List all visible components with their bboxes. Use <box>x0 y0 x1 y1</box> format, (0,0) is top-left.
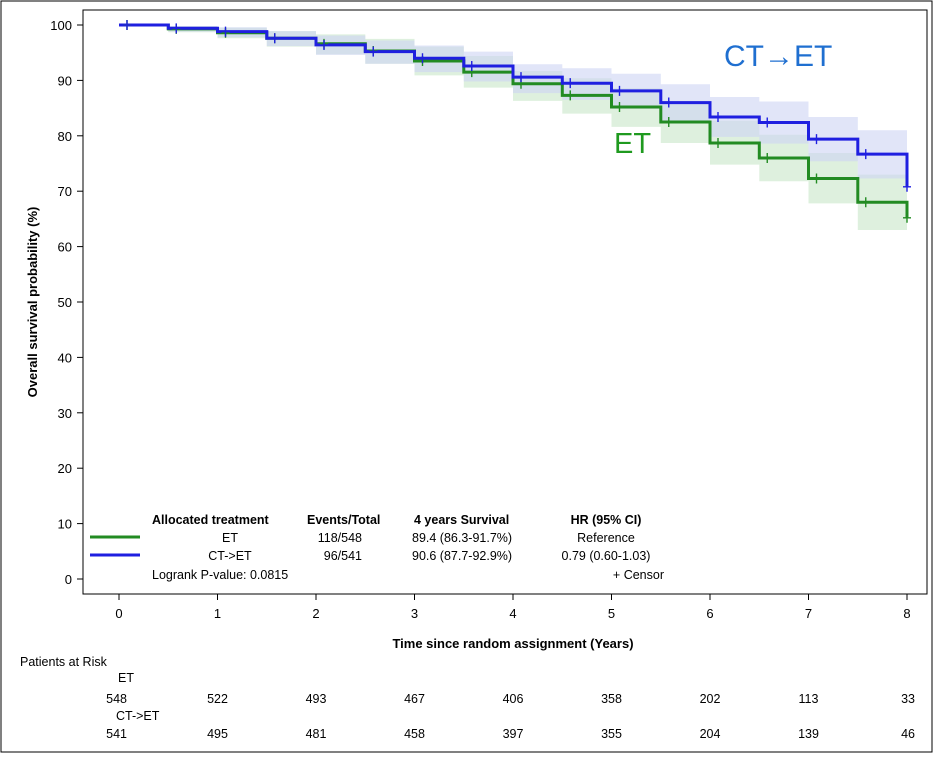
at-risk-label-ct-et: CT->ET <box>116 709 160 723</box>
annotation-et: ET <box>614 128 651 160</box>
censor-mark-ct-et <box>369 46 378 57</box>
at-risk-value: 33 <box>901 692 915 706</box>
at-risk-value: 204 <box>700 727 721 741</box>
at-risk-value: 548 <box>106 692 127 706</box>
x-tick-label: 1 <box>214 606 221 621</box>
censor-mark-ct-et <box>221 26 230 37</box>
legend-header-events: Events/Total <box>307 513 380 527</box>
censor-mark-et <box>714 138 722 149</box>
legend-row-ct-et-events: 96/541 <box>324 549 362 563</box>
censor-mark-ct-et <box>270 33 279 44</box>
censor-mark-et <box>763 152 772 163</box>
y-axis-title: Overall survival probability (%) <box>25 207 40 398</box>
y-axis: 0 10 20 30 40 50 60 70 80 90 100 <box>50 18 84 587</box>
legend-row-et-hr: Reference <box>577 531 635 545</box>
legend-header-treatment: Allocated treatment <box>152 513 270 527</box>
censor-mark-ct-et <box>812 134 821 145</box>
at-risk-row-ct-et: 541 495 481 458 397 355 204 139 46 <box>106 727 915 741</box>
censor-mark-ct-et <box>615 85 624 96</box>
x-axis-title: Time since random assignment (Years) <box>392 636 633 651</box>
at-risk-value: 493 <box>306 692 327 706</box>
censor-mark-ct-et <box>320 39 328 50</box>
censor-legend: + Censor <box>613 568 664 582</box>
x-tick-label: 2 <box>312 606 319 621</box>
x-tick-label: 7 <box>805 606 812 621</box>
x-tick-label: 4 <box>509 606 516 621</box>
y-tick-label: 60 <box>58 240 72 255</box>
at-risk-value: 495 <box>207 727 228 741</box>
censor-mark-et <box>566 90 575 101</box>
censor-mark-ct-et <box>861 149 870 160</box>
survival-curves <box>119 23 909 218</box>
x-tick-label: 6 <box>706 606 713 621</box>
annotation-ct-et: CT→ET <box>724 40 832 73</box>
censor-mark-et <box>664 116 673 127</box>
censor-mark-et <box>812 173 821 184</box>
at-risk-value: 139 <box>798 727 819 741</box>
at-risk-title: Patients at Risk <box>20 655 108 669</box>
legend-row-ct-et-treatment: CT->ET <box>208 549 252 563</box>
at-risk-value: 522 <box>207 692 228 706</box>
censor-mark-et <box>903 212 911 223</box>
y-tick-label: 30 <box>58 406 72 421</box>
censor-mark-ct-et <box>418 53 427 64</box>
at-risk-value: 541 <box>106 727 127 741</box>
at-risk-value: 46 <box>901 727 915 741</box>
y-tick-label: 80 <box>58 129 72 144</box>
y-tick-label: 40 <box>58 350 72 365</box>
legend-row-et-events: 118/548 <box>318 531 362 545</box>
x-tick-label: 0 <box>115 606 122 621</box>
y-tick-label: 10 <box>58 517 72 532</box>
at-risk-value: 406 <box>503 692 524 706</box>
logrank-p-value: Logrank P-value: 0.0815 <box>152 568 288 582</box>
censor-mark-et <box>861 197 870 208</box>
at-risk-row-et: 548 522 493 467 406 358 202 113 33 <box>106 692 915 706</box>
y-tick-label: 20 <box>58 461 72 476</box>
censor-mark-ct-et <box>467 60 476 71</box>
y-tick-label: 100 <box>50 18 72 33</box>
censor-mark-ct-et <box>123 20 131 30</box>
censor-marks <box>123 20 911 223</box>
legend-header-hr: HR (95% CI) <box>571 513 642 527</box>
legend-table: Allocated treatment Events/Total 4 years… <box>90 513 664 582</box>
legend-row-et-treatment: ET <box>222 531 238 545</box>
censor-mark-ct-et <box>903 181 911 192</box>
legend-row-ct-et-survival: 90.6 (87.7-92.9%) <box>412 549 512 563</box>
y-tick-label: 70 <box>58 184 72 199</box>
survival-line-ct-et <box>119 23 909 187</box>
at-risk-value: 481 <box>306 727 327 741</box>
censor-mark-et <box>615 101 624 112</box>
censor-mark-ct-et <box>714 111 722 122</box>
legend-row-et-survival: 89.4 (86.3-91.7%) <box>412 531 512 545</box>
censor-mark-ct-et <box>763 117 772 128</box>
at-risk-value: 355 <box>601 727 622 741</box>
ci-band-ct-et <box>119 25 907 219</box>
y-tick-label: 0 <box>65 572 72 587</box>
at-risk-value: 113 <box>799 692 819 706</box>
x-tick-label: 3 <box>411 606 418 621</box>
legend-header-survival: 4 years Survival <box>414 513 509 527</box>
at-risk-value: 467 <box>404 692 425 706</box>
plot-frame <box>82 9 928 595</box>
censor-mark-ct-et <box>566 78 575 89</box>
at-risk-value: 397 <box>503 727 524 741</box>
at-risk-value: 458 <box>404 727 425 741</box>
y-tick-label: 50 <box>58 295 72 310</box>
legend-row-ct-et-hr: 0.79 (0.60-1.03) <box>562 549 651 563</box>
censor-mark-ct-et <box>172 23 181 34</box>
x-tick-label: 5 <box>608 606 615 621</box>
at-risk-value: 358 <box>601 692 622 706</box>
censor-mark-ct-et <box>517 72 525 83</box>
x-tick-label: 8 <box>903 606 910 621</box>
at-risk-label-et: ET <box>118 671 134 685</box>
y-tick-label: 90 <box>58 73 72 88</box>
x-axis: 0 1 2 3 4 5 6 7 8 <box>115 593 911 621</box>
at-risk-value: 202 <box>700 692 721 706</box>
censor-mark-ct-et <box>664 97 673 108</box>
